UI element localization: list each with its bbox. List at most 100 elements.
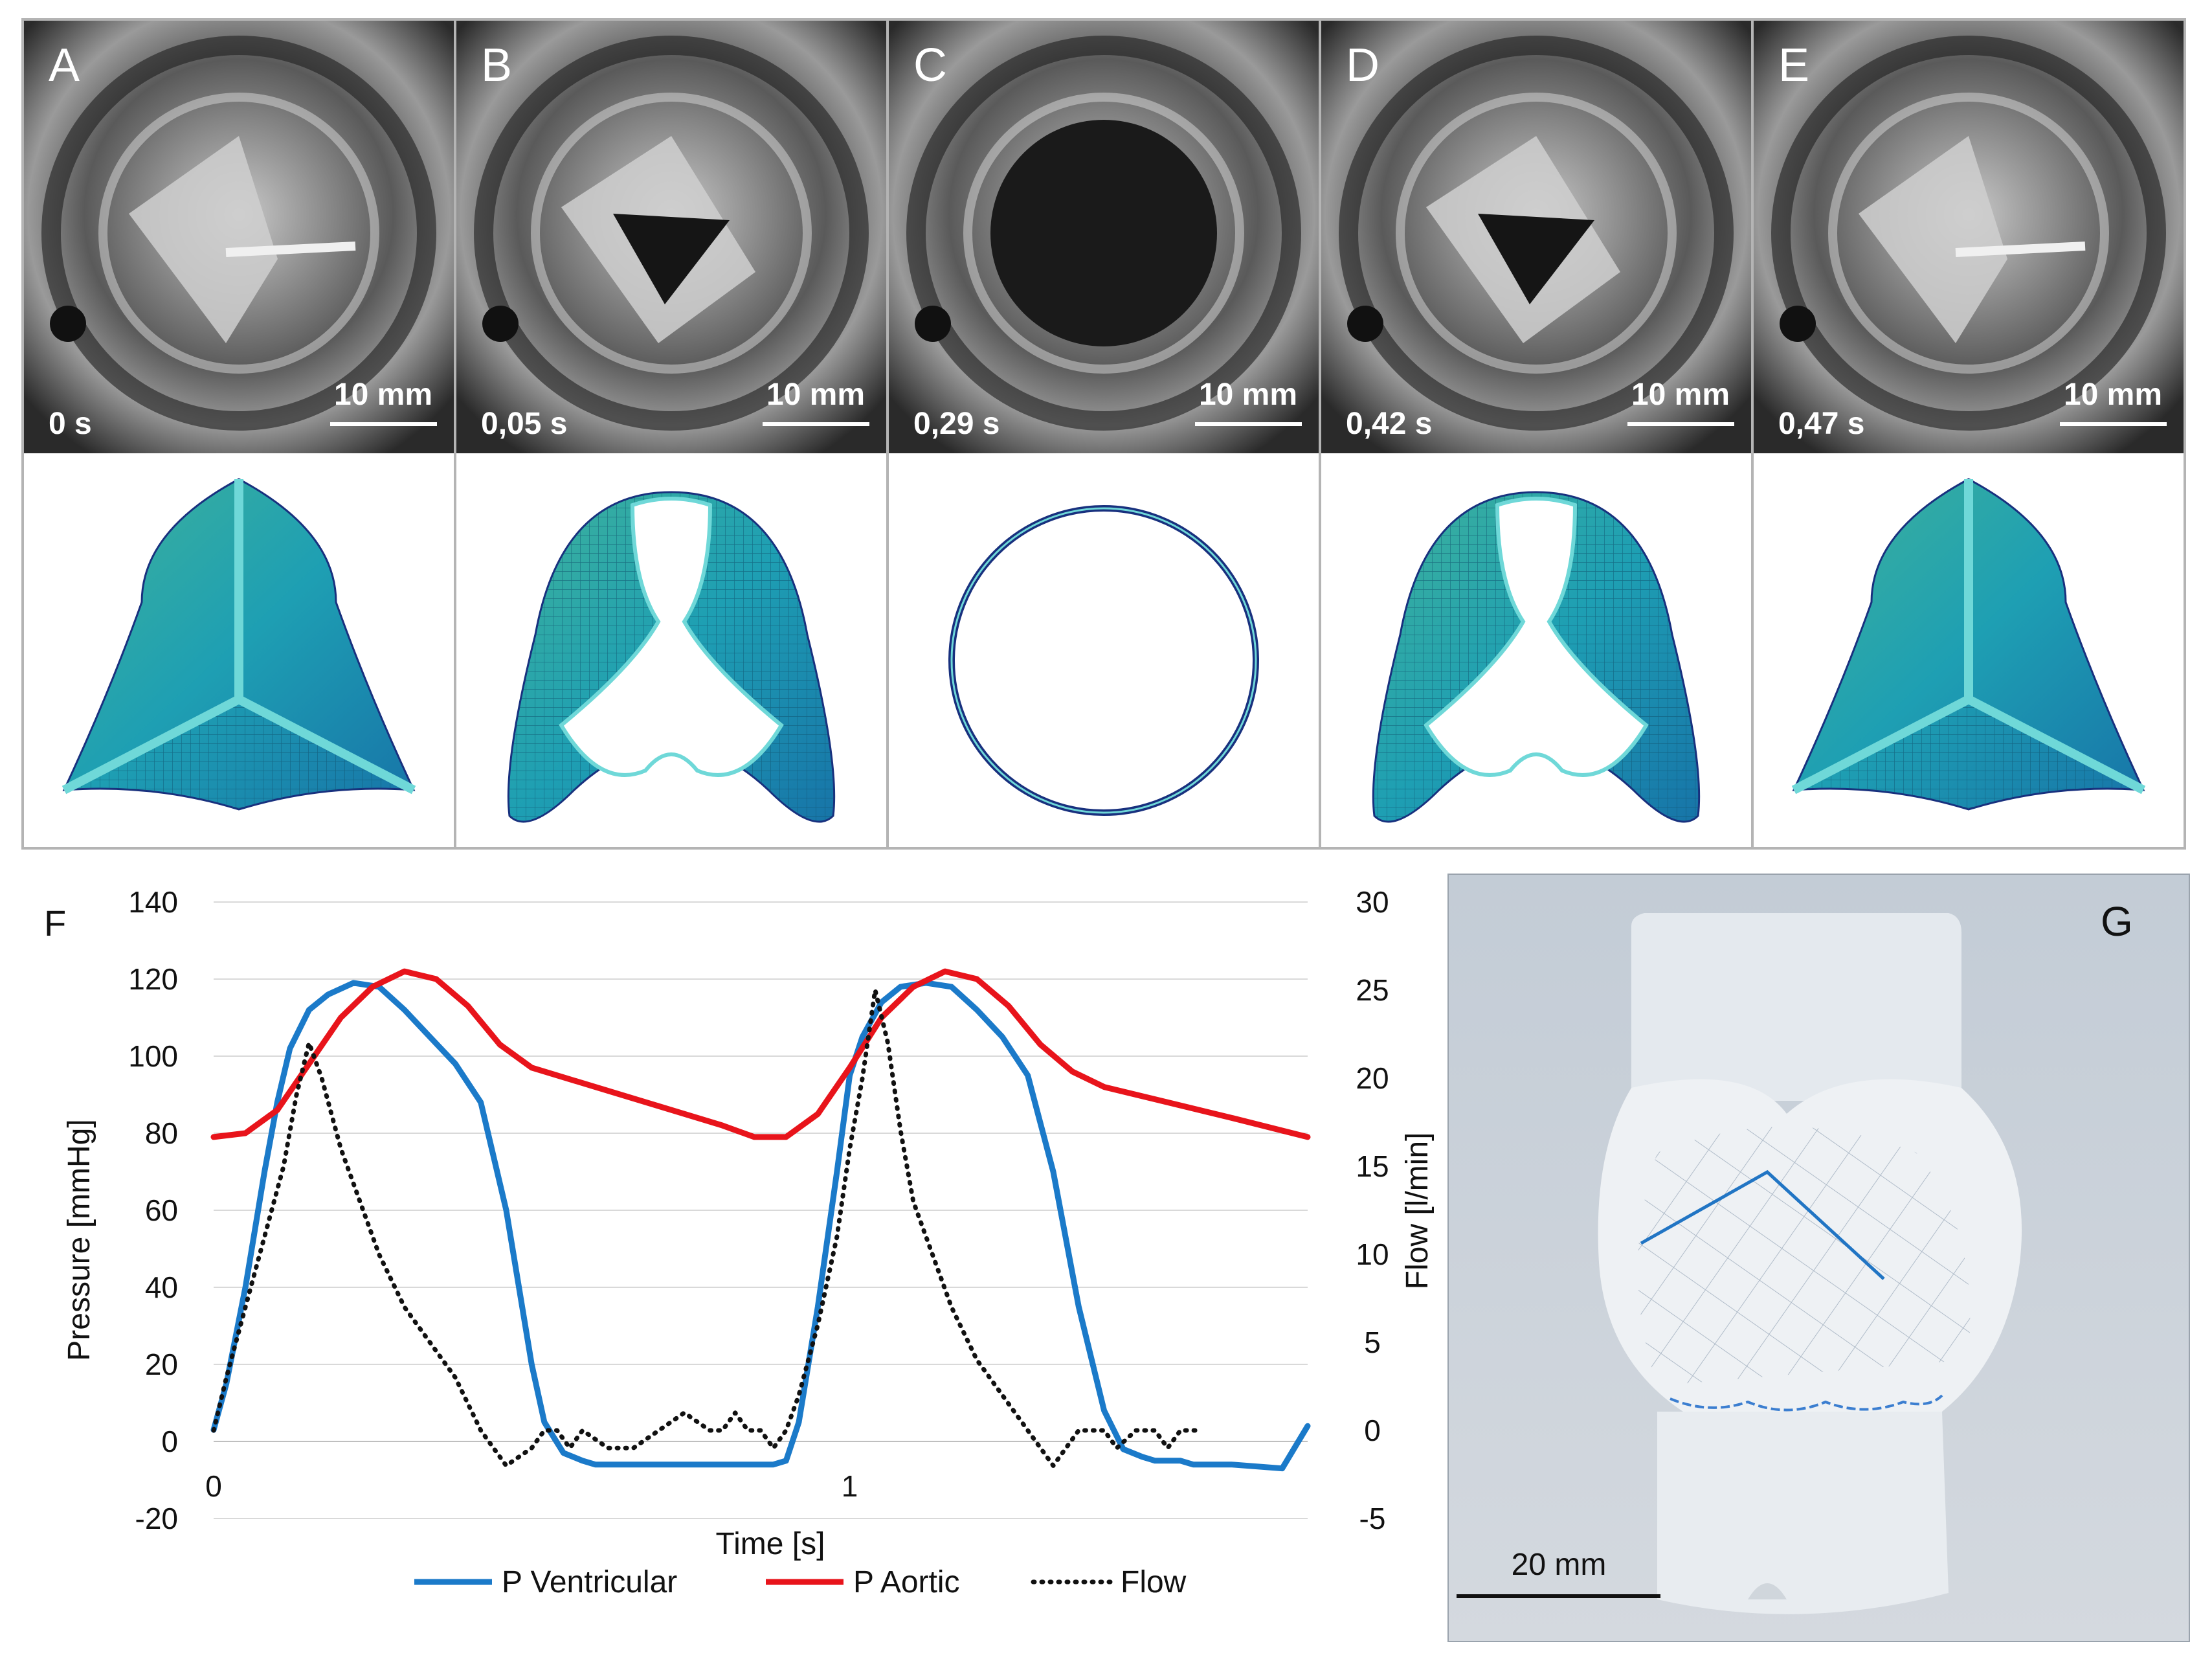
tube-upper — [1631, 913, 1961, 1101]
photo-port-hole — [1780, 306, 1816, 342]
photo-ring-inner — [531, 93, 812, 374]
y2-axis-label: Flow [l/min] — [1400, 1133, 1435, 1290]
panel-border — [1751, 18, 2186, 850]
valve-leaflets — [129, 136, 278, 343]
photo-ring-outer — [1771, 36, 2166, 431]
panel-time: 0,47 s — [1778, 407, 1864, 441]
valve-orifice — [1478, 214, 1594, 304]
panel-c: C 0,29 s 10 mm — [886, 18, 1321, 850]
panel-letter: C — [913, 39, 947, 91]
chart-legend: P Ventricular P Aortic Flow — [414, 1565, 1187, 1599]
panel-g-scale-text: 20 mm — [1512, 1548, 1607, 1582]
leaflet-coaptation — [1955, 242, 2086, 257]
series-flow — [211, 987, 1202, 1468]
scale-bar-text: 10 mm — [2064, 378, 2162, 412]
panel-letter: E — [1778, 39, 1809, 91]
scale-bar-text: 10 mm — [766, 378, 865, 412]
scale-bar-text: 10 mm — [1631, 378, 1730, 412]
y2-axis-ticks: -5 0 5 10 15 20 25 30 — [1356, 885, 1389, 1535]
y-tick-label: 0 — [161, 1425, 178, 1458]
valve-orifice — [1424, 497, 1649, 777]
photo-ring-outer — [474, 36, 869, 431]
mesh-grid — [1794, 699, 2143, 809]
photo-ring-inner — [98, 93, 379, 374]
panel-e: E 0,47 s 10 mm — [1751, 18, 2186, 850]
photo-port-hole — [1347, 306, 1383, 342]
panel-time: 0,29 s — [913, 407, 1000, 441]
legend-item: P Aortic — [766, 1565, 960, 1599]
tube-lower — [1657, 1412, 1949, 1614]
open-valve-ring-edge — [950, 507, 1257, 814]
panel-time: 0,42 s — [1346, 407, 1432, 441]
valve-leaflets — [1859, 136, 2007, 343]
valve-net — [1638, 1127, 1971, 1386]
panel-letter: D — [1346, 39, 1380, 91]
panel-label-g: G — [2101, 898, 2133, 945]
coaptation-lines — [1791, 479, 2146, 795]
legend-label: P Aortic — [853, 1565, 960, 1599]
valve-panels: A 0 s 10 mm B 0,05 s 10 mm C 0,29 s 10 mm D 0,42 s… — [21, 18, 2186, 850]
legend-label: P Ventricular — [502, 1565, 677, 1599]
photo-ring-inner — [963, 93, 1244, 374]
y-tick-label: 80 — [145, 1116, 178, 1150]
photo-ring-outer — [1339, 36, 1734, 431]
valve-orifice — [613, 214, 730, 304]
y2-tick-label: 20 — [1356, 1061, 1389, 1095]
panel-a: A 0 s 10 mm — [21, 18, 456, 850]
leaflet-coaptation — [225, 242, 356, 257]
y2-tick-label: 5 — [1364, 1326, 1381, 1359]
valve-orifice — [990, 120, 1217, 346]
simulation-frame — [888, 453, 1320, 848]
valve-orifice — [559, 497, 784, 777]
panel-letter: A — [49, 39, 80, 91]
y-tick-label: -20 — [135, 1502, 178, 1535]
panel-b: B 0,05 s 10 mm — [454, 18, 889, 850]
legend-label: Flow — [1121, 1565, 1187, 1599]
panel-letter: B — [481, 39, 512, 91]
photo-port-hole — [50, 306, 86, 342]
photo-ring-outer — [41, 36, 436, 431]
photo-ring-inner — [1828, 93, 2109, 374]
y-tick-label: 60 — [145, 1193, 178, 1227]
photo-port-hole — [482, 306, 519, 342]
y2-tick-label: 15 — [1356, 1149, 1389, 1183]
photo-ring-outer — [906, 36, 1301, 431]
y2-tick-label: 10 — [1356, 1237, 1389, 1271]
panel-d: D 0,42 s 10 mm — [1319, 18, 1754, 850]
photo-port-hole — [915, 306, 951, 342]
y2-tick-label: 30 — [1356, 885, 1389, 919]
x-tick-label: 1 — [842, 1469, 858, 1503]
chart-series — [210, 968, 1311, 1472]
coaptation-lines — [61, 479, 416, 795]
series-p-aortic — [210, 968, 1311, 1140]
y-tick-label: 120 — [128, 962, 178, 996]
legend-item: P Ventricular — [414, 1565, 677, 1599]
y-tick-label: 20 — [145, 1348, 178, 1381]
y2-tick-label: 0 — [1364, 1414, 1381, 1447]
panel-label-f: F — [44, 903, 66, 943]
legend-item: Flow — [1031, 1565, 1187, 1599]
y2-tick-label: -5 — [1359, 1502, 1386, 1535]
chart-grid — [214, 901, 1308, 1519]
y-tick-label: 40 — [145, 1270, 178, 1304]
y-tick-label: 140 — [128, 885, 178, 919]
panel-time: 0,05 s — [481, 407, 567, 441]
blue-suture-line — [1670, 1394, 1943, 1412]
y-tick-label: 100 — [128, 1039, 178, 1073]
panel-g-photo: G 20 mm — [1447, 874, 2190, 1642]
tube-notch — [1748, 1583, 1787, 1599]
x-axis-label: Time [s] — [716, 1527, 825, 1561]
mesh-grid — [64, 699, 414, 809]
panel-time: 0 s — [49, 407, 92, 441]
x-tick-label: 0 — [205, 1469, 222, 1503]
scale-bar-text: 10 mm — [334, 378, 432, 412]
scale-bar-text: 10 mm — [1199, 378, 1297, 412]
y-axis-label: Pressure [mmHg] — [62, 1119, 96, 1360]
y2-tick-label: 25 — [1356, 973, 1389, 1007]
y-axis-ticks: -20 0 20 40 60 80 100 120 140 — [128, 885, 178, 1535]
blue-marking-line — [1640, 1169, 1885, 1280]
photo-ring-inner — [1396, 93, 1677, 374]
